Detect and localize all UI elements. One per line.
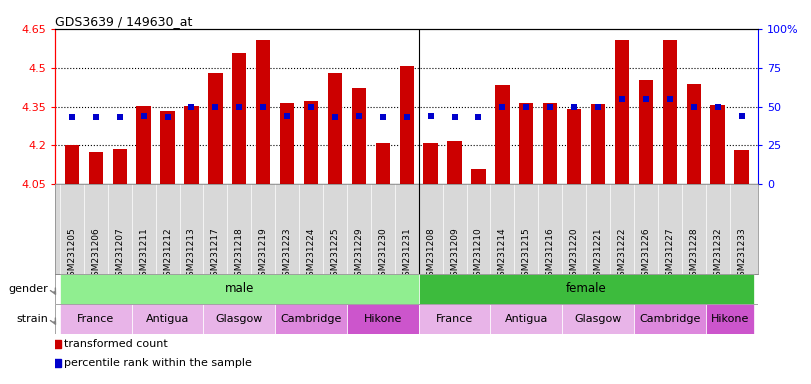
Point xyxy=(376,114,389,121)
Point xyxy=(568,103,581,109)
Text: Antigua: Antigua xyxy=(504,314,548,324)
Bar xyxy=(304,101,318,184)
Bar xyxy=(710,105,725,184)
Bar xyxy=(615,40,629,184)
Bar xyxy=(706,304,753,334)
Bar xyxy=(375,143,390,184)
Point xyxy=(591,103,604,109)
Bar xyxy=(352,88,366,184)
Point xyxy=(209,103,222,109)
Bar xyxy=(519,103,534,184)
Text: Glasgow: Glasgow xyxy=(574,314,622,324)
Text: male: male xyxy=(225,283,254,296)
Text: Cambridge: Cambridge xyxy=(639,314,701,324)
Point xyxy=(472,114,485,121)
Point xyxy=(639,96,652,102)
Point xyxy=(257,103,270,109)
Bar xyxy=(400,66,414,184)
Bar xyxy=(280,103,294,184)
Text: Glasgow: Glasgow xyxy=(216,314,263,324)
Bar xyxy=(113,149,127,184)
Bar xyxy=(687,84,701,184)
Bar xyxy=(161,111,174,184)
Point xyxy=(353,113,366,119)
Bar xyxy=(471,169,486,184)
Text: transformed count: transformed count xyxy=(64,339,168,349)
Bar xyxy=(735,150,749,184)
Text: Hikone: Hikone xyxy=(710,314,749,324)
Bar xyxy=(496,85,509,184)
Bar xyxy=(634,304,706,334)
Text: strain: strain xyxy=(16,314,48,324)
Bar xyxy=(256,40,270,184)
Point xyxy=(185,103,198,109)
Bar xyxy=(562,304,634,334)
Bar xyxy=(491,304,562,334)
Bar xyxy=(418,274,753,304)
Text: GDS3639 / 149630_at: GDS3639 / 149630_at xyxy=(55,15,192,28)
Bar xyxy=(275,304,347,334)
Point xyxy=(66,114,79,121)
Point xyxy=(281,113,294,119)
Point xyxy=(520,103,533,109)
Bar xyxy=(328,73,342,184)
Point xyxy=(711,103,724,109)
Bar xyxy=(448,141,461,184)
Bar xyxy=(663,40,677,184)
Point xyxy=(735,113,748,119)
Point xyxy=(543,103,556,109)
Point xyxy=(401,114,414,121)
Point xyxy=(496,103,508,109)
Point xyxy=(328,114,341,121)
Bar xyxy=(88,152,103,184)
Bar xyxy=(591,104,605,184)
Point xyxy=(448,114,461,121)
Text: gender: gender xyxy=(8,284,48,294)
Point xyxy=(114,114,127,121)
Point xyxy=(687,103,700,109)
Point xyxy=(233,103,246,109)
Bar xyxy=(136,106,151,184)
Bar xyxy=(567,109,581,184)
Bar xyxy=(232,53,247,184)
Bar xyxy=(60,274,418,304)
Text: Hikone: Hikone xyxy=(363,314,402,324)
Bar xyxy=(418,304,491,334)
Bar xyxy=(184,106,199,184)
Bar xyxy=(423,143,438,184)
Bar xyxy=(65,145,79,184)
Point xyxy=(424,113,437,119)
Point xyxy=(161,114,174,121)
Text: percentile rank within the sample: percentile rank within the sample xyxy=(64,358,251,368)
Point xyxy=(89,114,102,121)
Point xyxy=(137,113,150,119)
Bar xyxy=(208,73,222,184)
Bar xyxy=(543,103,557,184)
Point xyxy=(305,103,318,109)
Text: France: France xyxy=(436,314,473,324)
Bar xyxy=(639,80,653,184)
Bar xyxy=(204,304,275,334)
Text: female: female xyxy=(566,283,607,296)
Point xyxy=(663,96,676,102)
Bar xyxy=(60,304,131,334)
Bar xyxy=(131,304,204,334)
Point xyxy=(616,96,629,102)
Text: Cambridge: Cambridge xyxy=(281,314,341,324)
Text: Antigua: Antigua xyxy=(146,314,189,324)
Bar xyxy=(347,304,418,334)
Text: France: France xyxy=(77,314,114,324)
